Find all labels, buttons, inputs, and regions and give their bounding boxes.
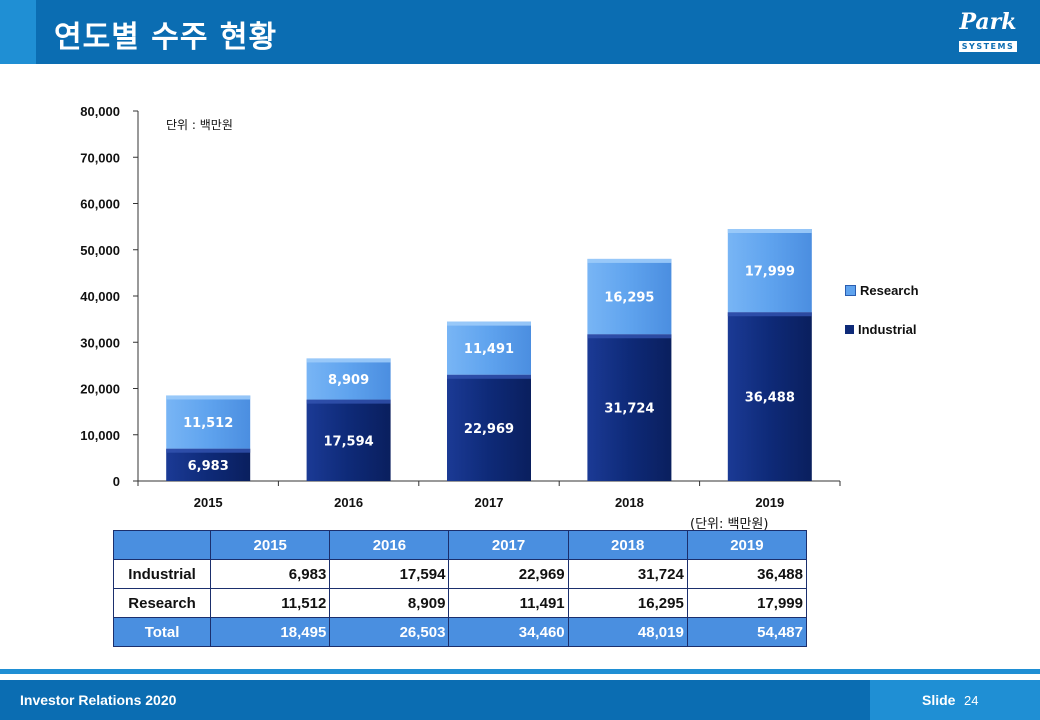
page-title: 연도별 수주 현황 — [54, 20, 278, 55]
legend-swatch-industrial — [845, 324, 854, 334]
footer-slide-panel — [870, 680, 1040, 720]
bar-research — [306, 358, 391, 400]
data-label-industrial: 36,488 — [745, 391, 795, 406]
bar-research-bevel — [306, 358, 391, 363]
bar-industrial — [587, 334, 672, 481]
table-cell: 48,019 — [567, 617, 688, 647]
data-label-research: 11,491 — [464, 342, 514, 357]
bar-industrial-bevel — [587, 334, 672, 339]
table-cell: 17,594 — [329, 559, 450, 589]
table-row-total: Total 18,495 26,503 34,460 48,019 54,487 — [112, 617, 808, 647]
table-cell: 8,909 — [329, 588, 450, 618]
bar-research-bevel — [727, 228, 812, 233]
bar-research — [447, 321, 531, 375]
x-tick-label: 2019 — [755, 495, 784, 510]
y-tick-label: 30,000 — [80, 335, 120, 350]
table-cell: 22,969 — [448, 559, 569, 589]
logo-systems-text: SYSTEMS — [958, 41, 1018, 52]
table-header-row: 2015 2016 2017 2018 2019 — [112, 530, 808, 560]
data-label-industrial: 22,969 — [464, 422, 514, 437]
legend-swatch-research — [845, 284, 856, 296]
x-tick-label: 2015 — [194, 495, 223, 510]
bar-research — [727, 228, 812, 313]
bar-research — [587, 258, 672, 335]
chart-legend: Research Industrial — [845, 280, 919, 358]
bar-industrial-bevel — [306, 399, 391, 404]
y-tick-label: 70,000 — [80, 150, 120, 165]
table-cell: 11,512 — [210, 588, 331, 618]
table-cell: 34,460 — [448, 617, 569, 647]
park-systems-logo: Park SYSTEMS — [958, 10, 1018, 54]
table-cell: 18,495 — [210, 617, 331, 647]
table-cell: 6,983 — [210, 559, 331, 589]
row-label: Total — [112, 617, 212, 647]
data-label-research: 8,909 — [328, 373, 369, 388]
bar-industrial — [306, 399, 391, 481]
bar-industrial-bevel — [727, 312, 812, 317]
table-cell: 11,491 — [448, 588, 569, 618]
bar-industrial — [447, 374, 531, 481]
y-tick-label: 20,000 — [80, 382, 120, 397]
table-header-cell: 2015 — [210, 530, 331, 560]
table-cell: 26,503 — [329, 617, 450, 647]
y-tick-label: 10,000 — [80, 428, 120, 443]
data-label-research: 17,999 — [745, 265, 795, 280]
y-tick-label: 40,000 — [80, 289, 120, 304]
table-cell: 17,999 — [686, 588, 808, 618]
bar-research-bevel — [447, 321, 531, 326]
bar-industrial-bevel — [166, 448, 251, 453]
table-row-industrial: Industrial 6,983 17,594 22,969 31,724 36… — [112, 559, 808, 589]
y-tick-label: 80,000 — [80, 104, 120, 119]
table-header-cell: 2018 — [567, 530, 688, 560]
table-cell: 16,295 — [567, 588, 688, 618]
chart-unit-label: 단위 : 백만원 — [166, 118, 233, 132]
table-row-research: Research 11,512 8,909 11,491 16,295 17,9… — [112, 588, 808, 618]
y-tick-label: 50,000 — [80, 243, 120, 258]
bar-research-bevel — [587, 258, 672, 263]
x-tick-label: 2017 — [475, 495, 504, 510]
data-label-research: 16,295 — [604, 291, 654, 306]
bar-research-bevel — [166, 395, 251, 400]
table-unit-label: (단위: 백만원) — [690, 517, 769, 532]
slide-number: 24 — [964, 693, 979, 708]
table-header-cell — [112, 530, 212, 560]
y-tick-label: 60,000 — [80, 197, 120, 212]
data-table: 2015 2016 2017 2018 2019 Industrial 6,98… — [112, 530, 808, 647]
data-label-industrial: 6,983 — [188, 459, 229, 474]
legend-label-industrial: Industrial — [858, 321, 917, 337]
table-cell: 54,487 — [686, 617, 808, 647]
footer-divider — [0, 669, 1040, 674]
header-accent — [0, 0, 36, 64]
x-tick-label: 2016 — [334, 495, 363, 510]
logo-park-text: Park — [959, 9, 1017, 35]
table-header-cell: 2016 — [329, 530, 450, 560]
slide-label: Slide — [922, 692, 956, 708]
row-label: Research — [112, 588, 212, 618]
bar-research — [166, 395, 251, 449]
legend-item-industrial: Industrial — [845, 319, 919, 339]
data-label-industrial: 17,594 — [324, 434, 374, 449]
footer-bar — [0, 680, 1040, 720]
stacked-bar-chart: 0 10,000 20,000 30,000 40,000 50,000 60,000 70,… — [80, 104, 841, 510]
y-tick-label: 0 — [113, 474, 120, 489]
row-label: Industrial — [112, 559, 212, 589]
data-label-industrial: 31,724 — [604, 402, 654, 417]
table-header-cell: 2019 — [686, 530, 808, 560]
bar-industrial-bevel — [447, 374, 531, 379]
legend-label-research: Research — [860, 282, 919, 298]
bar-industrial — [166, 448, 251, 481]
footer-title: Investor Relations 2020 — [20, 692, 177, 708]
table-header-cell: 2017 — [448, 530, 569, 560]
header-bar — [0, 0, 1040, 64]
x-tick-label: 2018 — [615, 495, 644, 510]
legend-item-research: Research — [845, 280, 919, 300]
table-cell: 36,488 — [686, 559, 808, 589]
table-cell: 31,724 — [567, 559, 688, 589]
data-label-research: 11,512 — [183, 416, 233, 431]
bar-industrial — [727, 312, 812, 481]
